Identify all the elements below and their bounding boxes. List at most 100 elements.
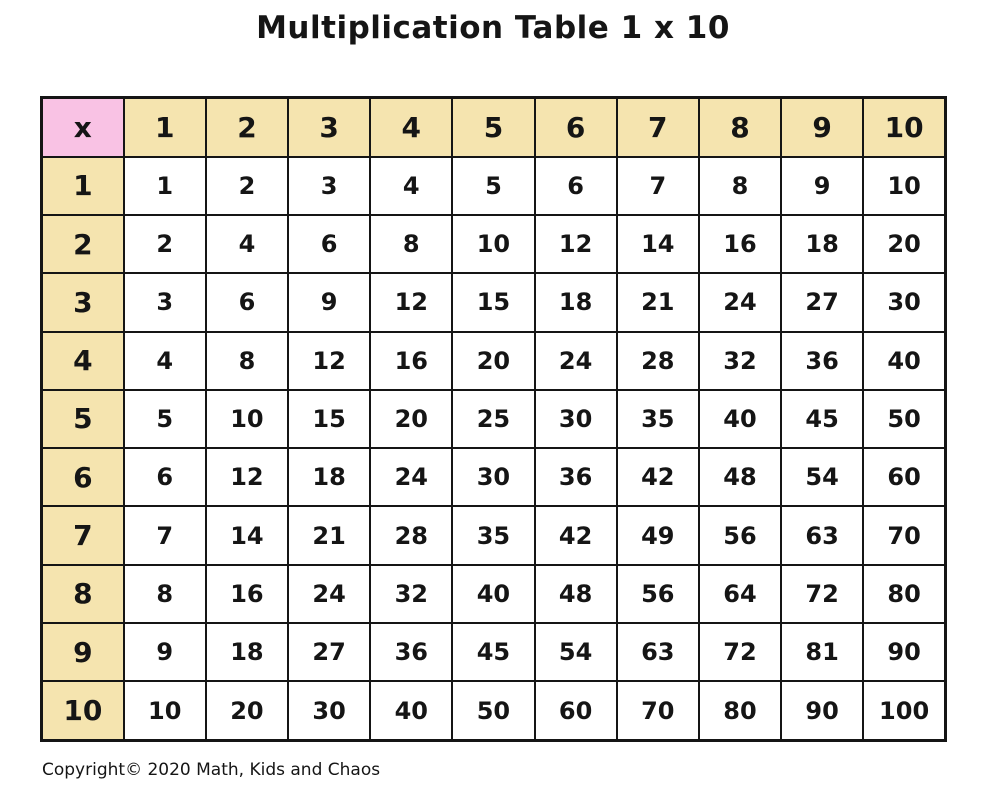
row-header: 6 bbox=[40, 447, 125, 508]
column-header: 3 bbox=[287, 96, 372, 158]
product-cell: 54 bbox=[780, 447, 865, 508]
product-cell: 50 bbox=[451, 680, 536, 742]
product-cell: 4 bbox=[204, 213, 290, 275]
product-cell: 36 bbox=[533, 447, 618, 508]
product-cell: 20 bbox=[204, 680, 290, 742]
table-row: 7 7 14 21 28 35 42 49 56 63 70 bbox=[40, 505, 947, 566]
product-cell: 21 bbox=[615, 272, 700, 333]
product-cell: 30 bbox=[533, 388, 618, 450]
product-cell: 70 bbox=[862, 505, 947, 566]
product-cell: 27 bbox=[780, 272, 865, 333]
product-cell: 15 bbox=[451, 272, 536, 333]
product-cell: 6 bbox=[204, 272, 290, 333]
product-cell: 12 bbox=[369, 272, 454, 333]
product-cell: 24 bbox=[287, 563, 372, 625]
product-cell: 32 bbox=[697, 330, 783, 391]
product-cell: 5 bbox=[451, 155, 536, 216]
product-cell: 5 bbox=[122, 388, 207, 450]
product-cell: 81 bbox=[780, 621, 865, 683]
product-cell: 48 bbox=[533, 563, 618, 625]
product-cell: 6 bbox=[287, 213, 372, 275]
table-row: 4 4 8 12 16 20 24 28 32 36 40 bbox=[40, 330, 947, 391]
product-cell: 8 bbox=[697, 155, 783, 216]
product-cell: 4 bbox=[122, 330, 207, 391]
product-cell: 4 bbox=[369, 155, 454, 216]
product-cell: 56 bbox=[615, 563, 700, 625]
product-cell: 10 bbox=[862, 155, 947, 216]
product-cell: 42 bbox=[533, 505, 618, 566]
column-header: 2 bbox=[204, 96, 290, 158]
product-cell: 70 bbox=[615, 680, 700, 742]
product-cell: 28 bbox=[369, 505, 454, 566]
product-cell: 36 bbox=[780, 330, 865, 391]
column-header: 9 bbox=[780, 96, 865, 158]
product-cell: 72 bbox=[780, 563, 865, 625]
product-cell: 45 bbox=[451, 621, 536, 683]
product-cell: 20 bbox=[862, 213, 947, 275]
multiplication-table: x 1 2 3 4 5 6 7 8 9 10 1 1 2 3 4 5 6 7 8 9 10 2 2 4 6 8 10 12 14 16 18 2… bbox=[40, 96, 947, 742]
product-cell: 35 bbox=[451, 505, 536, 566]
row-header: 8 bbox=[40, 563, 125, 625]
table-row: 1 1 2 3 4 5 6 7 8 9 10 bbox=[40, 155, 947, 216]
row-header: 1 bbox=[40, 155, 125, 216]
product-cell: 2 bbox=[122, 213, 207, 275]
product-cell: 16 bbox=[369, 330, 454, 391]
row-header: 9 bbox=[40, 621, 125, 683]
product-cell: 16 bbox=[204, 563, 290, 625]
product-cell: 49 bbox=[615, 505, 700, 566]
product-cell: 80 bbox=[697, 680, 783, 742]
product-cell: 48 bbox=[697, 447, 783, 508]
column-header: 8 bbox=[697, 96, 783, 158]
product-cell: 28 bbox=[615, 330, 700, 391]
product-cell: 18 bbox=[780, 213, 865, 275]
header-row: x 1 2 3 4 5 6 7 8 9 10 bbox=[40, 96, 947, 158]
column-header: 10 bbox=[862, 96, 947, 158]
column-header: 5 bbox=[451, 96, 536, 158]
product-cell: 1 bbox=[122, 155, 207, 216]
product-cell: 63 bbox=[615, 621, 700, 683]
copyright-text: Copyright© 2020 Math, Kids and Chaos bbox=[42, 760, 381, 780]
row-header: 2 bbox=[40, 213, 125, 275]
product-cell: 30 bbox=[862, 272, 947, 333]
row-header: 5 bbox=[40, 388, 125, 450]
row-header: 10 bbox=[40, 680, 125, 742]
product-cell: 14 bbox=[204, 505, 290, 566]
product-cell: 16 bbox=[697, 213, 783, 275]
product-cell: 20 bbox=[451, 330, 536, 391]
product-cell: 30 bbox=[287, 680, 372, 742]
product-cell: 64 bbox=[697, 563, 783, 625]
product-cell: 10 bbox=[204, 388, 290, 450]
product-cell: 7 bbox=[615, 155, 700, 216]
column-header: 6 bbox=[533, 96, 618, 158]
product-cell: 3 bbox=[122, 272, 207, 333]
table-row: 8 8 16 24 32 40 48 56 64 72 80 bbox=[40, 563, 947, 625]
product-cell: 40 bbox=[697, 388, 783, 450]
product-cell: 12 bbox=[287, 330, 372, 391]
product-cell: 35 bbox=[615, 388, 700, 450]
product-cell: 8 bbox=[122, 563, 207, 625]
product-cell: 45 bbox=[780, 388, 865, 450]
product-cell: 90 bbox=[862, 621, 947, 683]
product-cell: 10 bbox=[451, 213, 536, 275]
product-cell: 8 bbox=[369, 213, 454, 275]
product-cell: 56 bbox=[697, 505, 783, 566]
product-cell: 9 bbox=[287, 272, 372, 333]
product-cell: 50 bbox=[862, 388, 947, 450]
product-cell: 27 bbox=[287, 621, 372, 683]
product-cell: 14 bbox=[615, 213, 700, 275]
product-cell: 32 bbox=[369, 563, 454, 625]
product-cell: 100 bbox=[862, 680, 947, 742]
corner-cell: x bbox=[40, 96, 125, 158]
product-cell: 60 bbox=[862, 447, 947, 508]
product-cell: 24 bbox=[533, 330, 618, 391]
product-cell: 6 bbox=[533, 155, 618, 216]
product-cell: 24 bbox=[369, 447, 454, 508]
product-cell: 10 bbox=[122, 680, 207, 742]
product-cell: 12 bbox=[533, 213, 618, 275]
product-cell: 30 bbox=[451, 447, 536, 508]
product-cell: 40 bbox=[451, 563, 536, 625]
product-cell: 15 bbox=[287, 388, 372, 450]
product-cell: 21 bbox=[287, 505, 372, 566]
product-cell: 12 bbox=[204, 447, 290, 508]
table-row: 9 9 18 27 36 45 54 63 72 81 90 bbox=[40, 621, 947, 683]
